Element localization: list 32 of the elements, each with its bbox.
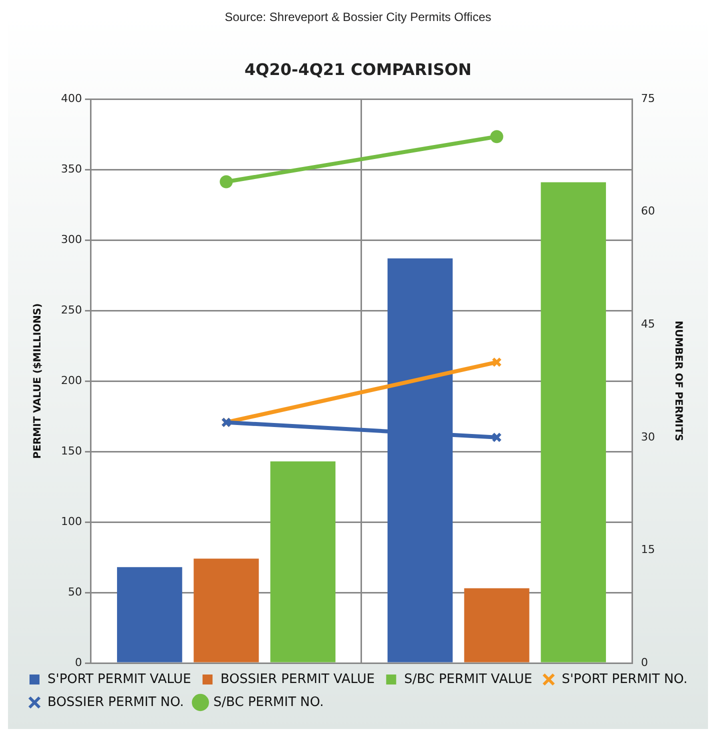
y2-tick-label: 15 — [641, 543, 656, 556]
legend-label: S'PORT PERMIT NO. — [562, 672, 688, 687]
y-tick-label: 300 — [60, 232, 82, 246]
chart-title: 4Q20-4Q21 COMPARISON — [244, 60, 472, 79]
bar — [540, 182, 606, 662]
y-tick-label: 400 — [60, 92, 82, 105]
point — [220, 175, 233, 188]
legend-label: BOSSIER PERMIT VALUE — [220, 672, 375, 687]
legend-label: S/BC PERMIT VALUE — [404, 672, 532, 687]
y-tick-label: 50 — [68, 585, 82, 598]
y-tick-label: 150 — [60, 444, 82, 458]
source-note: Source: Shreveport & Bossier City Permits Offices — [224, 9, 492, 24]
bar — [464, 588, 530, 662]
legend-label: S'PORT PERMIT VALUE — [48, 672, 192, 687]
y-tick-label: 200 — [60, 374, 82, 387]
y-tick-label: 250 — [60, 303, 82, 316]
legend-label: S/BC PERMIT NO. — [213, 694, 324, 710]
bar — [270, 461, 336, 662]
y-axis-title: PERMIT VALUE ($MILLIONS) — [32, 303, 44, 459]
y2-tick-label: 0 — [641, 656, 648, 669]
y2-tick-label: 45 — [641, 317, 656, 330]
y2-tick-label: 30 — [641, 430, 656, 444]
y2-tick-label: 60 — [641, 204, 656, 218]
bar — [117, 567, 182, 662]
bar — [194, 558, 259, 662]
point — [490, 130, 504, 144]
y-tick-label: 100 — [60, 514, 82, 528]
y-tick-label: 350 — [60, 162, 82, 176]
y2-axis-title: NUMBER OF PERMITS — [672, 320, 684, 442]
legend-label: BOSSIER PERMIT NO. — [48, 694, 184, 710]
y-tick-label: 0 — [74, 656, 82, 669]
y2-tick-label: 75 — [641, 92, 656, 105]
